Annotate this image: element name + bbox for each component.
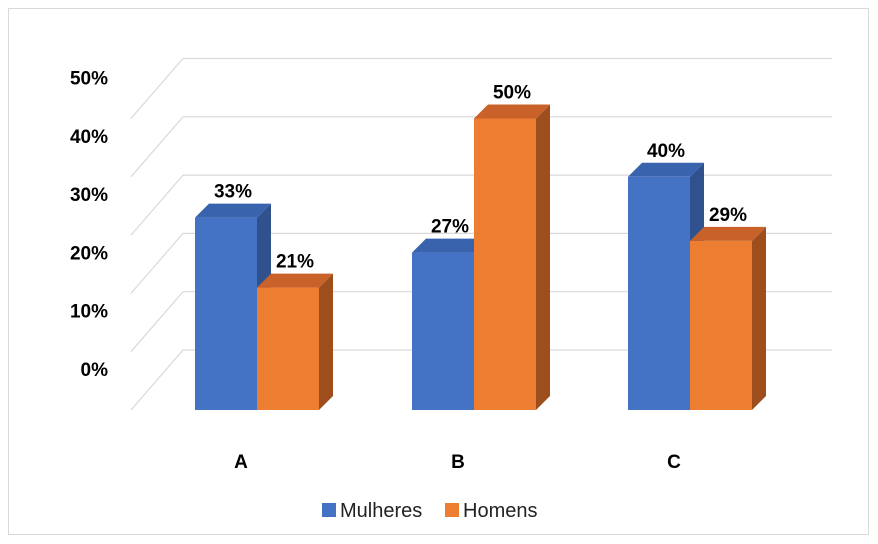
- y-tick-label: 10%: [70, 302, 108, 323]
- legend-label: Mulheres: [340, 500, 422, 522]
- data-label: 27%: [431, 217, 469, 238]
- bars: [195, 104, 766, 410]
- bar-top: [474, 104, 550, 119]
- data-label: 50%: [493, 83, 531, 104]
- data-labels: 33% 21% 27% 50% 40% 29%: [214, 83, 747, 273]
- data-label: 33%: [214, 182, 252, 203]
- bar-mulheres-a: [195, 203, 271, 410]
- y-tick-label: 30%: [70, 185, 108, 206]
- gridline: [130, 232, 832, 294]
- gridline: [130, 174, 832, 236]
- bar-side: [752, 226, 766, 410]
- bar-front: [412, 252, 474, 410]
- bar-top: [195, 203, 271, 218]
- legend: Mulheres Homens: [322, 500, 537, 522]
- bar-homens-a: [257, 273, 333, 410]
- category-label: B: [451, 452, 465, 473]
- legend-swatch: [322, 503, 336, 517]
- gridline: [130, 291, 832, 353]
- y-tick-label: 40%: [70, 127, 108, 148]
- legend-swatch: [445, 503, 459, 517]
- data-label: 40%: [647, 141, 685, 162]
- category-label: A: [234, 452, 248, 473]
- data-label: 29%: [709, 205, 747, 226]
- bar-side: [536, 104, 550, 410]
- legend-item-mulheres: Mulheres: [322, 500, 422, 522]
- gridlines: [130, 57, 832, 411]
- y-tick-label: 50%: [70, 69, 108, 90]
- bar-front: [628, 176, 690, 410]
- bar-mulheres-c: [628, 162, 704, 410]
- y-axis-ticks: 0% 10% 20% 30% 40% 50%: [70, 69, 108, 382]
- bar-side: [319, 273, 333, 410]
- gridline: [130, 349, 832, 411]
- bar-front: [257, 287, 319, 410]
- y-tick-label: 0%: [81, 360, 109, 381]
- gridline: [130, 116, 832, 178]
- bar-top: [257, 273, 333, 288]
- legend-label: Homens: [463, 500, 537, 522]
- bar-front: [474, 118, 536, 410]
- gridline: [130, 57, 832, 119]
- bar-homens-c: [690, 226, 766, 410]
- category-labels: A B C: [234, 452, 681, 473]
- category-label: C: [667, 452, 681, 473]
- bar-top: [690, 226, 766, 241]
- bar-top: [412, 238, 488, 253]
- legend-item-homens: Homens: [445, 500, 537, 522]
- data-label: 21%: [276, 252, 314, 273]
- bar-front: [690, 240, 752, 410]
- bar-homens-b: [474, 104, 550, 410]
- bar-front: [195, 217, 257, 410]
- y-tick-label: 20%: [70, 243, 108, 264]
- bar-top: [628, 162, 704, 177]
